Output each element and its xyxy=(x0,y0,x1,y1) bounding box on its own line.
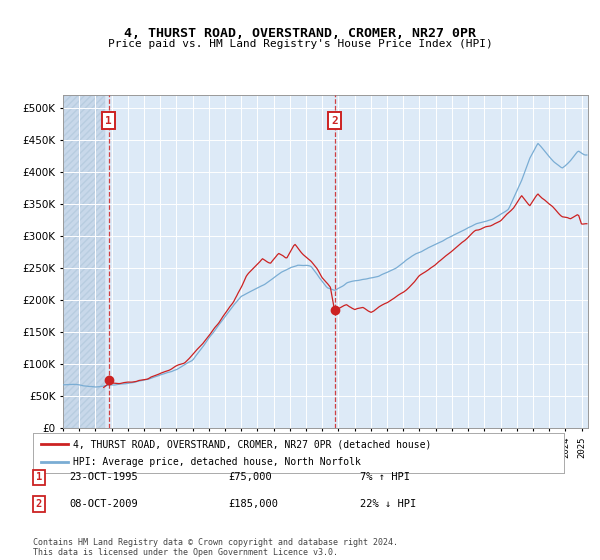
Text: 2: 2 xyxy=(36,499,42,509)
Bar xyxy=(63,95,105,428)
Text: 7% ↑ HPI: 7% ↑ HPI xyxy=(360,472,410,482)
Text: HPI: Average price, detached house, North Norfolk: HPI: Average price, detached house, Nort… xyxy=(73,457,361,467)
Text: 1: 1 xyxy=(105,116,112,126)
Text: 2: 2 xyxy=(331,116,338,126)
Text: £185,000: £185,000 xyxy=(228,499,278,509)
Text: £75,000: £75,000 xyxy=(228,472,272,482)
Text: Contains HM Land Registry data © Crown copyright and database right 2024.
This d: Contains HM Land Registry data © Crown c… xyxy=(33,538,398,557)
Text: 4, THURST ROAD, OVERSTRAND, CROMER, NR27 0PR (detached house): 4, THURST ROAD, OVERSTRAND, CROMER, NR27… xyxy=(73,439,431,449)
Text: 08-OCT-2009: 08-OCT-2009 xyxy=(69,499,138,509)
Text: 22% ↓ HPI: 22% ↓ HPI xyxy=(360,499,416,509)
Text: Price paid vs. HM Land Registry's House Price Index (HPI): Price paid vs. HM Land Registry's House … xyxy=(107,39,493,49)
Text: 23-OCT-1995: 23-OCT-1995 xyxy=(69,472,138,482)
Text: 4, THURST ROAD, OVERSTRAND, CROMER, NR27 0PR: 4, THURST ROAD, OVERSTRAND, CROMER, NR27… xyxy=(124,27,476,40)
Text: 1: 1 xyxy=(36,472,42,482)
